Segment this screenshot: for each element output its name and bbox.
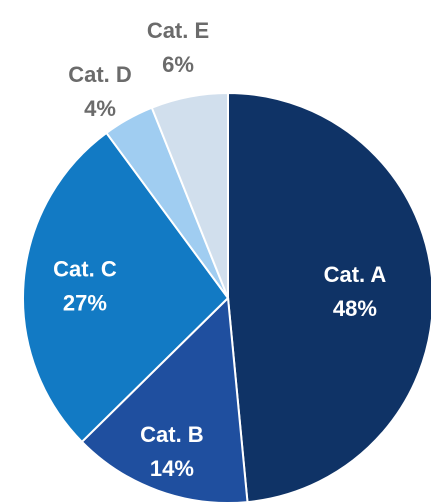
pie-slice-cat-b <box>80 295 249 504</box>
pie-labels: Cat. A 48% Cat. B 14% Cat. C 27% Cat. D 4% Cat. … <box>53 18 386 481</box>
pie-slice-cat-c <box>22 131 230 444</box>
slice-category-label-cat-e: Cat. E <box>147 18 209 43</box>
pie-slices <box>22 91 431 504</box>
pie-slice-cat-a <box>227 91 431 504</box>
slice-value-label-cat-b: 14% <box>150 456 194 481</box>
slice-value-label-cat-e: 6% <box>162 52 194 77</box>
pie-slice-cat-e <box>150 91 229 299</box>
slice-value-label-cat-c: 27% <box>63 290 107 315</box>
slice-category-label-cat-a: Cat. A <box>324 262 387 287</box>
slice-value-label-cat-a: 48% <box>333 296 377 321</box>
slice-value-label-cat-d: 4% <box>84 96 116 121</box>
slice-category-label-cat-b: Cat. B <box>140 422 204 447</box>
slice-category-label-cat-d: Cat. D <box>68 62 132 87</box>
slice-category-label-cat-c: Cat. C <box>53 256 117 281</box>
